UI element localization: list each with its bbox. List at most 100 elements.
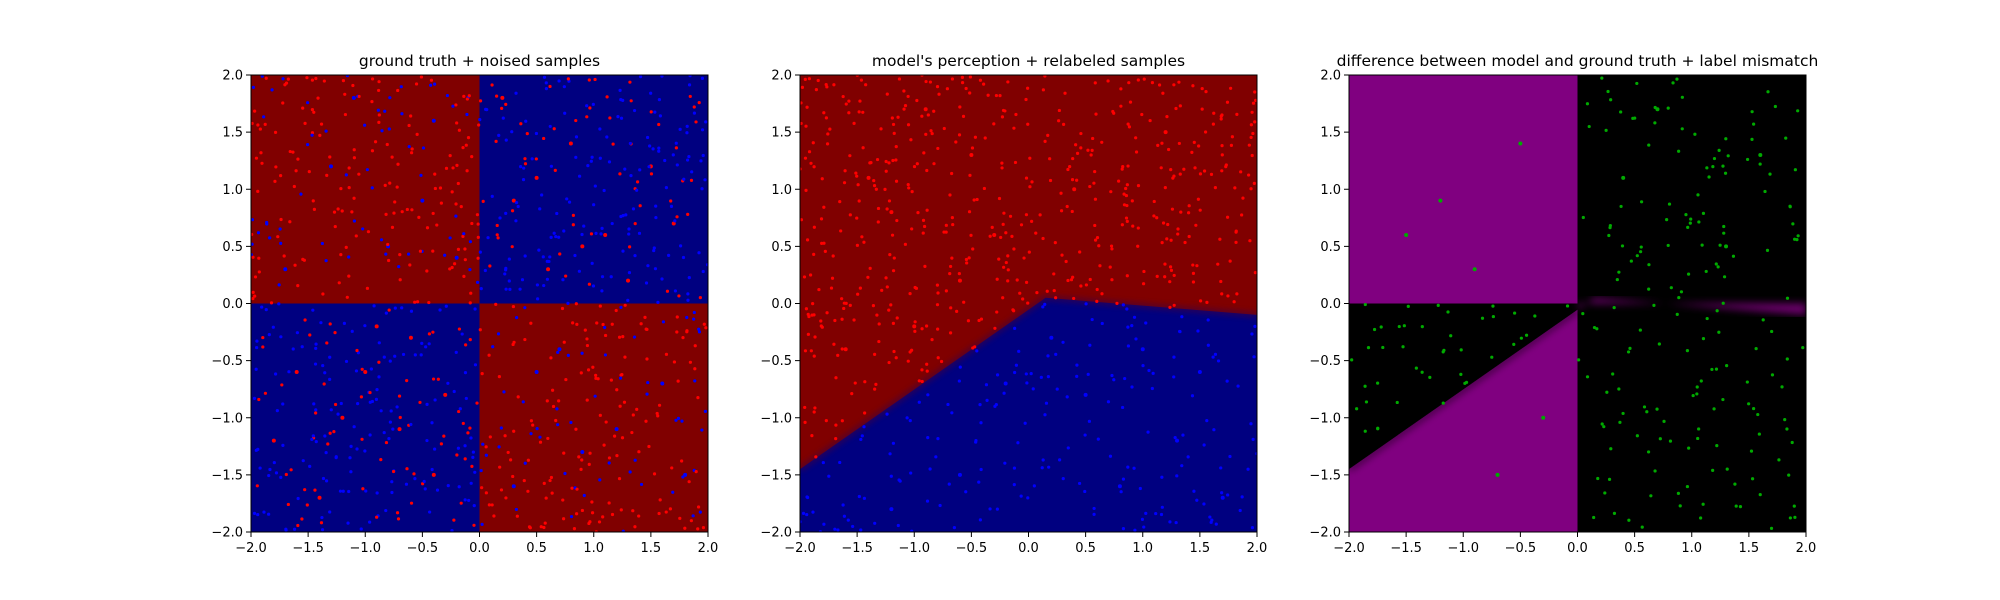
sample-dot <box>885 92 889 96</box>
data-point <box>431 472 436 477</box>
sample-dot <box>504 266 508 270</box>
sample-dot <box>463 247 467 251</box>
sample-dot <box>864 83 868 87</box>
sample-dot <box>1205 300 1209 305</box>
sample-dot <box>349 470 353 474</box>
sample-dot <box>1182 167 1186 171</box>
sample-dot <box>1251 101 1256 105</box>
data-point <box>431 118 436 123</box>
sample-dot <box>645 135 650 140</box>
sample-dot <box>375 491 379 495</box>
sample-dot <box>407 252 411 256</box>
sample-dot <box>949 306 953 310</box>
sample-dot <box>591 102 595 106</box>
x-tick-label: 2.0 <box>1796 541 1817 556</box>
sample-dot <box>888 253 892 257</box>
sample-dot <box>855 216 859 220</box>
sample-dot <box>812 354 816 358</box>
sample-dot <box>427 300 431 305</box>
sample-dot <box>510 245 514 249</box>
sample-dot <box>1721 164 1725 168</box>
sample-dot <box>1420 370 1424 374</box>
x-tick-label: 1.0 <box>1132 541 1153 556</box>
sample-dot <box>455 453 459 457</box>
sample-dot <box>291 150 295 154</box>
sample-dot <box>587 282 591 286</box>
sample-dot <box>1249 135 1253 140</box>
sample-dot <box>1000 115 1005 119</box>
sample-dot <box>617 335 622 339</box>
sample-dot <box>504 138 508 142</box>
sample-dot <box>1198 172 1203 176</box>
sample-dot <box>427 332 432 336</box>
sample-dot <box>1680 95 1684 99</box>
sample-dot <box>1172 273 1176 278</box>
sample-dot <box>805 105 809 109</box>
sample-dot <box>704 120 708 124</box>
sample-dot <box>692 310 696 315</box>
sample-dot <box>607 160 612 164</box>
sample-dot <box>639 482 644 487</box>
sample-dot <box>585 343 590 348</box>
sample-dot <box>1170 207 1175 211</box>
sample-dot <box>587 78 591 82</box>
sample-dot <box>1131 224 1135 228</box>
sample-dot <box>1699 516 1703 520</box>
sample-dot <box>1110 247 1114 251</box>
sample-dot <box>1035 291 1039 295</box>
sample-dot <box>631 413 635 417</box>
sample-dot <box>597 520 602 524</box>
sample-dot <box>448 267 452 271</box>
sample-dot <box>1163 275 1167 279</box>
sample-dot <box>926 436 930 440</box>
sample-dot <box>329 408 333 412</box>
sample-dot <box>469 481 473 485</box>
sample-dot <box>700 76 705 80</box>
sample-dot <box>924 132 928 136</box>
sample-dot <box>572 527 577 531</box>
sample-dot <box>842 514 847 518</box>
sample-dot <box>267 512 271 516</box>
data-point <box>1197 370 1202 375</box>
sample-dot <box>545 277 550 281</box>
sample-dot <box>473 307 477 311</box>
sample-dot <box>433 172 437 176</box>
sample-dot <box>1752 122 1756 126</box>
sample-dot <box>825 311 829 315</box>
sample-dot <box>660 75 664 78</box>
sample-dot <box>890 116 894 120</box>
sample-dot <box>313 488 317 492</box>
sample-dot <box>674 141 678 145</box>
sample-dot <box>470 464 474 468</box>
sample-dot <box>1220 113 1224 117</box>
sample-dot <box>1132 466 1136 470</box>
sample-dot <box>1004 260 1008 265</box>
sample-dot <box>279 174 283 178</box>
sample-dot <box>945 87 949 91</box>
sample-dot <box>623 303 627 307</box>
sample-dot <box>966 319 971 323</box>
sample-dot <box>1691 393 1695 398</box>
ticks: −2.0 −1.5 −1.0 −0.5 0.0 0.5 1.0 1.5 2.0−2.0−1.5−… <box>760 69 1267 557</box>
sample-dot <box>1200 107 1204 111</box>
sample-dot <box>598 127 602 131</box>
sample-dot <box>1254 98 1257 102</box>
sample-dot <box>1072 296 1076 301</box>
sample-dot <box>373 140 378 144</box>
sample-dot <box>1055 387 1059 391</box>
sample-dot <box>1079 131 1083 136</box>
sample-dot <box>468 301 472 305</box>
sample-dot <box>969 233 973 237</box>
sample-dot <box>701 269 705 274</box>
sample-dot <box>852 121 856 125</box>
sample-dot <box>465 169 469 173</box>
sample-dot <box>1167 147 1171 152</box>
sample-dot <box>675 163 679 167</box>
sample-dot <box>1192 489 1196 493</box>
sample-dot <box>957 133 962 137</box>
sample-dot <box>1640 525 1644 529</box>
sample-dot <box>323 371 327 375</box>
sample-dot <box>1195 264 1199 268</box>
sample-dot <box>588 106 592 110</box>
sample-dot <box>301 459 305 463</box>
